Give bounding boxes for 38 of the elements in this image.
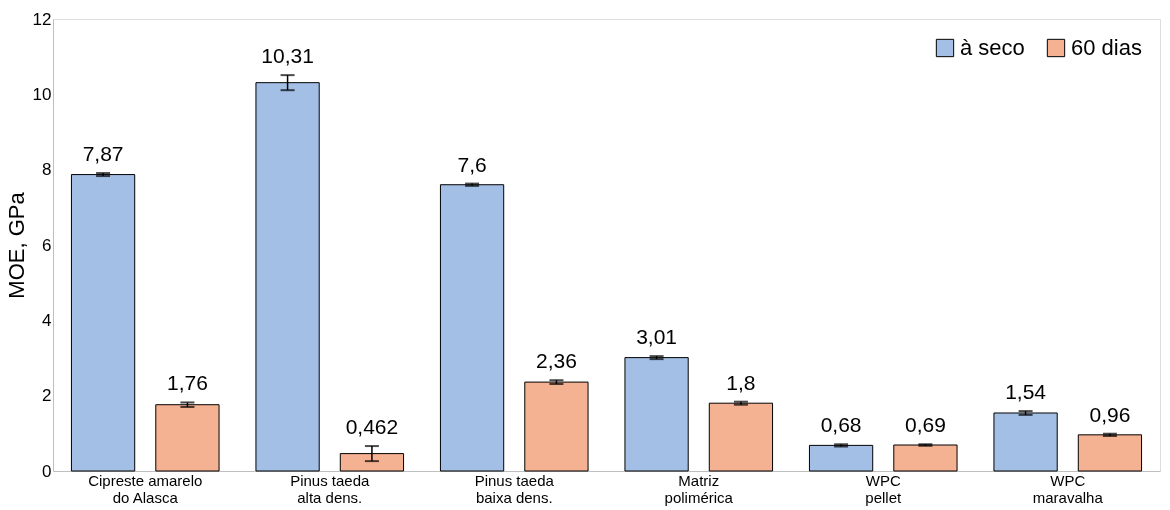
x-tick-label: Pinus taeda baixa dens. — [474, 471, 555, 506]
bar — [155, 404, 220, 472]
data-label: 0,68 — [820, 413, 862, 437]
x-tick-label: Cipreste amarelo do Alasca — [88, 471, 203, 506]
x-tick-label: Matriz polimérica — [664, 471, 734, 506]
x-tick-label: WPC maravalha — [1032, 471, 1104, 506]
y-tick-label: 6 — [42, 235, 52, 255]
legend-label: à seco — [960, 35, 1025, 60]
bar — [893, 444, 958, 472]
data-label: 7,87 — [82, 142, 124, 166]
data-label: 1,76 — [166, 371, 208, 395]
y-tick-label: 2 — [42, 386, 52, 406]
data-label: 1,8 — [726, 370, 756, 394]
y-tick-label: 8 — [42, 160, 52, 180]
y-tick-label: 0 — [42, 461, 52, 481]
bar — [70, 174, 136, 472]
bar — [439, 184, 505, 472]
data-label: 2,36 — [535, 349, 577, 373]
data-label: 0,96 — [1089, 402, 1131, 426]
data-label: 10,31 — [261, 44, 314, 68]
bar — [524, 381, 589, 472]
bar — [708, 402, 774, 472]
data-label: 0,69 — [904, 413, 946, 437]
bar — [993, 412, 1058, 472]
legend-label: 60 dias — [1071, 35, 1142, 60]
bar — [808, 444, 874, 472]
y-tick-label: 12 — [32, 9, 52, 29]
x-tick-label: Pinus taeda alta dens. — [290, 471, 371, 506]
y-tick-label: 4 — [42, 310, 52, 330]
bar — [1077, 434, 1143, 472]
y-tick-label: 10 — [32, 84, 52, 104]
data-label: 0,462 — [345, 415, 399, 439]
y-axis-title: MOE, GPa — [3, 191, 29, 299]
bar — [624, 357, 689, 472]
data-label: 7,6 — [457, 152, 487, 176]
data-label: 1,54 — [1005, 380, 1047, 404]
x-tick-label: WPC pellet — [865, 471, 903, 506]
data-label: 3,01 — [636, 325, 678, 349]
